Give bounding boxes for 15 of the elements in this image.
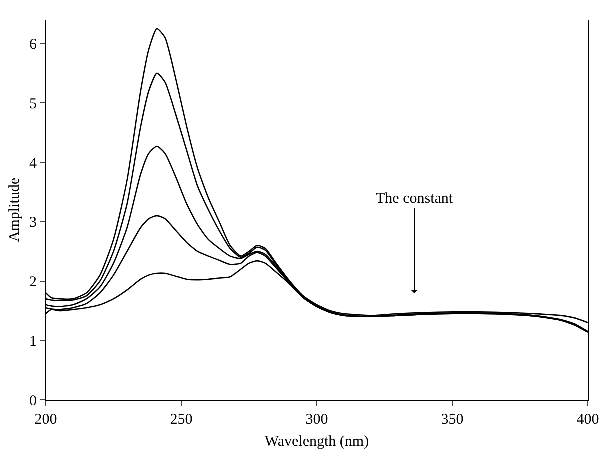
y-tick-label: 1	[30, 334, 37, 350]
y-tick-label: 2	[30, 274, 37, 290]
x-tick-label: 300	[306, 412, 328, 428]
x-tick-label: 400	[576, 412, 600, 428]
y-tick-label: 5	[30, 96, 37, 112]
x-tick-label: 200	[34, 412, 58, 428]
y-tick-label: 0	[30, 393, 37, 410]
x-axis-title: Wavelength (nm)	[264, 434, 370, 450]
x-tick-label: 250	[170, 412, 193, 428]
annotation: The constant	[376, 191, 454, 207]
y-tick-label: 4	[30, 156, 38, 172]
y-axis-title: Amplitude	[6, 178, 23, 242]
y-tick-label: 3	[30, 215, 37, 232]
y-tick-label: 6	[30, 37, 38, 53]
x-tick-label: 350	[441, 412, 464, 428]
